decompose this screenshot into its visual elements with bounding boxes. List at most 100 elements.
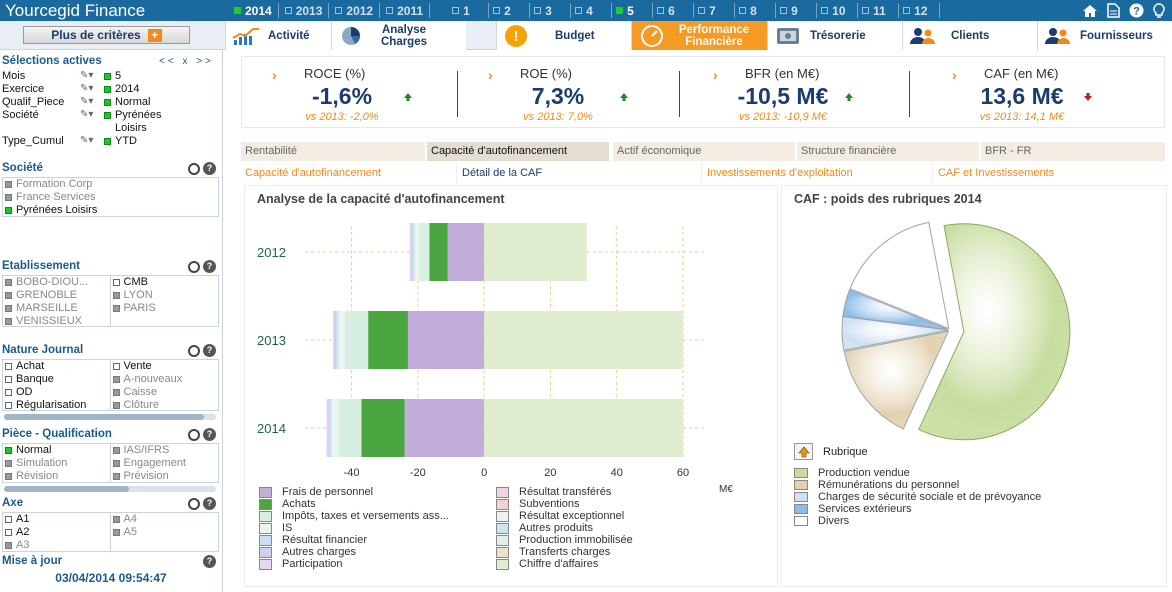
subtab2-detail-caf[interactable]: Détail de la CAF bbox=[458, 163, 702, 183]
list-item[interactable]: A-nouveaux bbox=[111, 373, 219, 386]
subtab-structure-financiere[interactable]: Structure financière bbox=[797, 142, 979, 161]
document-icon[interactable] bbox=[1104, 2, 1122, 19]
kpi-roce[interactable]: › ROCE (%) -1,6% vs 2013: -2,0% bbox=[242, 57, 472, 129]
list-item[interactable]: CMB bbox=[111, 276, 219, 289]
bar-segment[interactable] bbox=[327, 399, 330, 457]
tab-analyse-charges[interactable]: Analyse Charges bbox=[331, 21, 466, 50]
help-icon[interactable]: ? bbox=[203, 497, 216, 510]
home-icon[interactable] bbox=[1081, 2, 1099, 19]
bar-segment[interactable] bbox=[336, 311, 339, 369]
list-item[interactable]: IAS/IFRS bbox=[111, 444, 219, 457]
pie-slice[interactable] bbox=[841, 315, 949, 351]
search-icon[interactable] bbox=[188, 260, 200, 273]
bar-segment[interactable] bbox=[484, 223, 587, 281]
month-2[interactable]: 2 bbox=[489, 3, 531, 18]
clear-selection-icon[interactable]: ✎▾ bbox=[80, 83, 94, 94]
subtab-rentabilite[interactable]: Rentabilité bbox=[241, 142, 425, 161]
legend-item[interactable]: Achats bbox=[259, 498, 316, 510]
search-icon[interactable] bbox=[188, 497, 200, 510]
search-icon[interactable] bbox=[188, 344, 200, 357]
legend-item[interactable]: Subventions bbox=[496, 498, 580, 510]
legend-item[interactable]: Production immobilisée bbox=[496, 534, 633, 546]
bar-segment[interactable] bbox=[414, 223, 420, 281]
bar-segment[interactable] bbox=[410, 223, 413, 281]
list-item[interactable]: Formation Corp bbox=[3, 178, 218, 191]
list-item[interactable]: MARSEILLE bbox=[3, 302, 110, 315]
bar-segment[interactable] bbox=[419, 223, 430, 281]
legend-item[interactable]: Divers bbox=[794, 515, 849, 527]
year-2011[interactable]: 2011 bbox=[380, 3, 431, 18]
kpi-roe[interactable]: › ROE (%) 7,3% vs 2013: 7,0% bbox=[458, 57, 688, 129]
month-9[interactable]: 9 bbox=[776, 3, 818, 18]
list-item[interactable]: LYON bbox=[111, 289, 219, 302]
legend-item[interactable]: Charges de sécurité sociale et de prévoy… bbox=[794, 491, 1041, 503]
selection-mois[interactable]: Mois ✎▾ 5 bbox=[2, 70, 121, 82]
kpi-caf[interactable]: › CAF (en M€) 13,6 M€ vs 2013: 14,1 M€ bbox=[922, 57, 1152, 129]
list-item[interactable]: Normal bbox=[3, 444, 110, 457]
search-icon[interactable] bbox=[188, 428, 200, 441]
list-item[interactable]: OD bbox=[3, 386, 110, 399]
legend-item[interactable]: Participation bbox=[259, 558, 343, 570]
legend-item[interactable]: Frais de personnel bbox=[259, 486, 373, 498]
selection-exercice[interactable]: Exercice ✎▾ 2014 bbox=[2, 83, 139, 95]
list-item[interactable]: Révision bbox=[3, 470, 110, 483]
selection-qualif-piece[interactable]: Qualif_Piece ✎▾ Normal bbox=[2, 96, 150, 108]
list-item[interactable]: PARIS bbox=[111, 302, 219, 315]
month-10[interactable]: 10 bbox=[817, 3, 859, 18]
legend-item[interactable]: Résultat transférés bbox=[496, 486, 611, 498]
scrollbar-thumb[interactable] bbox=[4, 486, 129, 492]
list-item[interactable]: Achat bbox=[3, 360, 110, 373]
tab-budget[interactable]: ! Budget bbox=[496, 21, 631, 50]
scrollbar-thumb[interactable] bbox=[4, 414, 204, 420]
bar-segment[interactable] bbox=[447, 223, 485, 281]
bar-segment[interactable] bbox=[368, 311, 408, 369]
sort-up-icon[interactable] bbox=[794, 443, 813, 460]
bar-segment[interactable] bbox=[333, 311, 335, 369]
list-item[interactable]: Pyrénées Loisirs bbox=[3, 204, 218, 217]
clear-selection-icon[interactable]: ✎▾ bbox=[80, 135, 94, 146]
month-3[interactable]: 3 bbox=[530, 3, 572, 18]
legend-item[interactable]: Services extérieurs bbox=[794, 503, 912, 515]
list-item[interactable]: Caisse bbox=[111, 386, 219, 399]
list-item[interactable]: A5 bbox=[111, 526, 219, 539]
bar-segment[interactable] bbox=[412, 223, 415, 281]
month-4[interactable]: 4 bbox=[571, 3, 613, 18]
help-icon[interactable]: ? bbox=[203, 260, 216, 273]
subtab2-capacite[interactable]: Capacité d'autofinancement bbox=[241, 163, 457, 183]
month-6[interactable]: 6 bbox=[653, 3, 695, 18]
month-12[interactable]: 12 bbox=[899, 3, 941, 18]
clear-selection-icon[interactable]: ✎▾ bbox=[80, 109, 94, 120]
nature-journal-scrollbar[interactable] bbox=[4, 414, 216, 420]
bar-segment[interactable] bbox=[344, 311, 369, 369]
bar-segment[interactable] bbox=[326, 399, 328, 457]
help-icon[interactable]: ? bbox=[1127, 2, 1145, 19]
pie-slice[interactable] bbox=[918, 223, 1071, 441]
subtab-bfr-fr[interactable]: BFR - FR bbox=[981, 142, 1165, 161]
list-item[interactable]: Banque bbox=[3, 373, 110, 386]
pie-legend-header[interactable]: Rubrique bbox=[794, 443, 868, 460]
more-criteria-button[interactable]: Plus de critères + bbox=[23, 26, 190, 44]
month-8[interactable]: 8 bbox=[735, 3, 777, 18]
pie-slice[interactable] bbox=[843, 330, 950, 430]
tab-performance-financiere[interactable]: Performance Financière bbox=[631, 21, 767, 50]
bar-segment[interactable] bbox=[429, 223, 448, 281]
pie-slice[interactable] bbox=[849, 221, 950, 330]
subtab-capacite-autofinancement[interactable]: Capacité d'autofinancement bbox=[427, 142, 609, 161]
tab-fournisseurs[interactable]: Fournisseurs bbox=[1037, 21, 1172, 50]
bar-segment[interactable] bbox=[361, 399, 405, 457]
subtab2-investissements-exploitation[interactable]: Investissements d'exploitation bbox=[703, 163, 933, 183]
legend-item[interactable]: Impôts, taxes et versements ass... bbox=[259, 510, 449, 522]
list-item[interactable]: Vente bbox=[111, 360, 219, 373]
pie-slice[interactable] bbox=[842, 289, 949, 330]
help-icon[interactable]: ? bbox=[203, 162, 216, 175]
year-2013[interactable]: 2013 bbox=[279, 3, 330, 18]
bar-segment[interactable] bbox=[338, 311, 345, 369]
list-item[interactable]: GRENOBLE bbox=[3, 289, 110, 302]
tab-tresorerie[interactable]: Trésorerie bbox=[767, 21, 902, 50]
bar-segment[interactable] bbox=[484, 311, 683, 369]
help-icon[interactable]: ? bbox=[203, 428, 216, 441]
bar-segment[interactable] bbox=[334, 311, 337, 369]
year-2014[interactable]: 2014 bbox=[228, 3, 279, 18]
bar-segment[interactable] bbox=[404, 399, 485, 457]
month-5[interactable]: 5 bbox=[612, 3, 654, 18]
